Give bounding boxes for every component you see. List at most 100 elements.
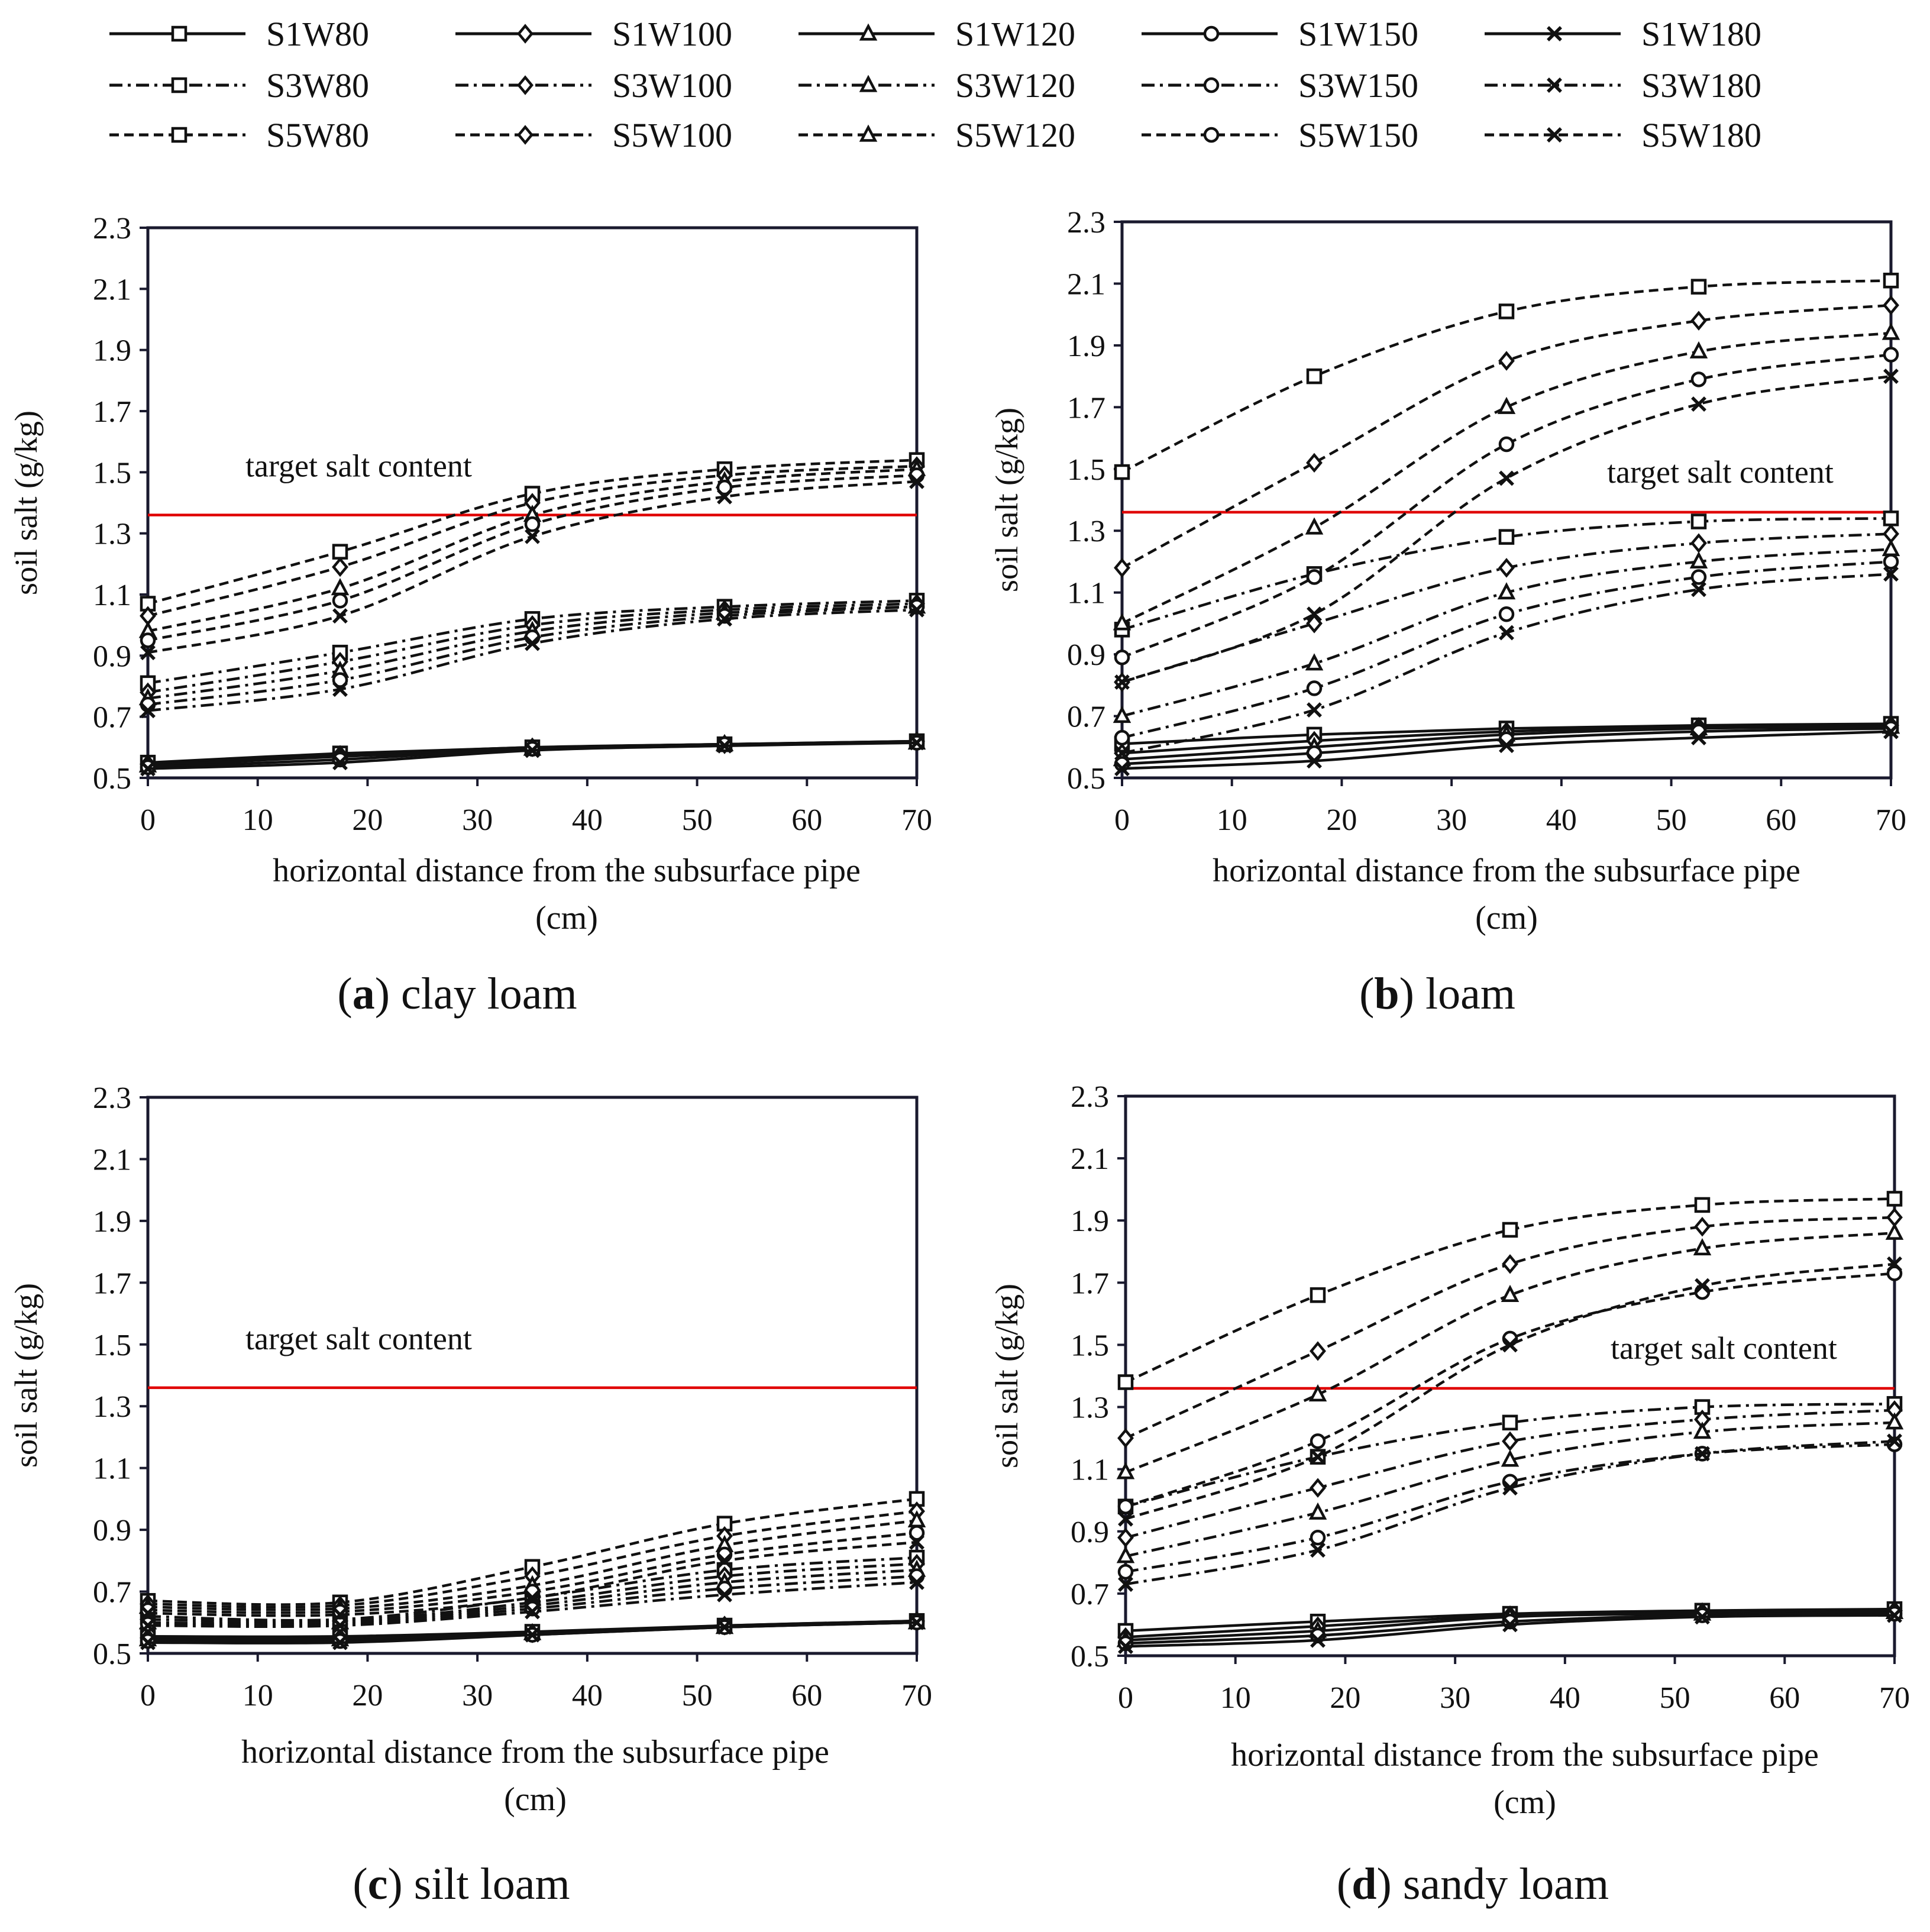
data-point-square-icon [1690,513,1707,529]
data-point-circle-icon [140,632,156,648]
y-tick-label: 1.1 [93,579,131,612]
data-point-cross-icon [1118,1511,1133,1527]
series-S5W180 [1118,1256,1902,1527]
series-S5W80 [1117,1191,1903,1390]
legend-item: S5W100 [455,116,732,154]
x-tick-label: 60 [791,803,822,837]
data-point-cross-icon [332,1607,348,1623]
data-point-cross-icon [909,1574,924,1590]
series-line [1125,1443,1895,1574]
series-S3W180 [140,602,924,719]
data-point-circle-icon [1883,554,1899,570]
legend-marker-diamond-icon [517,75,534,95]
legend-marker-triangle-icon [859,75,878,92]
data-point-cross-icon [717,1587,732,1603]
y-tick-label: 2.3 [93,1081,131,1115]
y-tick-label: 0.7 [1071,1578,1109,1611]
legend-label: S1W80 [266,15,369,53]
data-point-cross-icon [1307,753,1322,769]
y-tick-label: 1.7 [93,395,131,429]
data-point-triangle-icon [1305,653,1324,671]
series-S3W180 [1118,1433,1902,1592]
data-point-cross-icon [1695,1446,1710,1462]
plot-area [146,226,919,780]
series-S5W180 [1114,369,1899,690]
data-point-cross-icon [1887,1607,1902,1623]
x-tick-label: 30 [462,803,493,837]
y-tick-label: 1.5 [93,1329,131,1362]
series-S5W150 [1114,347,1899,665]
y-tick-label: 2.3 [1067,206,1105,240]
data-point-cross-icon [1695,1609,1710,1625]
data-point-diamond-icon [1694,1217,1711,1237]
legend-label: S1W120 [955,15,1075,53]
data-point-cross-icon [1883,369,1899,385]
panel-caption-text: clay loam [401,969,577,1019]
legend-label: S3W80 [266,66,369,105]
series-line [147,605,917,706]
data-point-diamond-icon [1498,351,1515,371]
x-tick-label: 10 [1217,803,1247,837]
legend-item: S5W150 [1142,116,1418,154]
data-point-cross-icon [1502,1617,1518,1633]
data-point-triangle-icon [1305,517,1324,535]
data-point-square-icon [1502,1222,1518,1238]
series-line [147,605,917,700]
y-axis-label: soil salt (g/kg) [989,408,1024,592]
y-tick-label: 1.1 [1071,1453,1109,1487]
x-axis-label: horizontal distance from the subsurface … [273,852,861,889]
x-tick-label: 20 [1326,803,1357,837]
data-point-diamond-icon [1306,613,1323,634]
data-point-circle-icon [1883,347,1899,363]
data-point-cross-icon [1499,738,1514,754]
legend-label: S5W100 [612,116,732,154]
data-point-circle-icon [1498,606,1515,622]
y-tick-label: 2.3 [1071,1080,1109,1114]
legend-marker-triangle-icon [859,124,878,142]
x-tick-label: 40 [572,1679,603,1713]
data-point-square-icon [1883,511,1899,526]
x-tick-label: 20 [352,803,383,837]
y-tick-label: 1.3 [93,1390,131,1424]
data-point-diamond-icon [1117,1527,1134,1548]
y-tick-label: 0.7 [1067,700,1105,734]
legend-item: S5W120 [798,116,1075,154]
data-point-cross-icon [140,1634,156,1650]
data-point-triangle-icon [1113,613,1132,631]
x-tick-label: 40 [572,803,603,837]
x-tick-label: 20 [1330,1681,1360,1715]
series-S5W120 [1116,1222,1904,1479]
data-point-cross-icon [717,1619,732,1635]
target-salt-label: target salt content [245,448,472,484]
x-tick-label: 0 [1114,803,1130,837]
data-point-cross-icon [525,1604,540,1620]
data-point-square-icon [1883,272,1899,289]
series-line [1125,1440,1895,1586]
x-axis-unit-label: (cm) [504,1781,567,1818]
x-tick-label: 50 [1656,803,1687,837]
y-tick-label: 1.7 [93,1267,131,1300]
target-salt-label: target salt content [245,1321,472,1356]
data-point-square-icon [1306,368,1323,385]
data-point-circle-icon [1117,1498,1134,1514]
y-tick-label: 0.9 [93,1514,131,1547]
data-point-triangle-icon [1501,1284,1520,1302]
x-axis-unit-label: (cm) [535,900,598,936]
legend-marker-diamond-icon [517,125,534,145]
legend-marker-square-icon [171,77,187,93]
data-point-square-icon [1498,529,1515,545]
series-line [147,602,917,694]
data-point-circle-icon [1310,1433,1326,1449]
data-point-triangle-icon [1308,1384,1327,1402]
series-S5W180 [140,1534,924,1623]
y-tick-label: 1.1 [1067,577,1105,610]
y-axis-label: soil salt (g/kg) [989,1284,1024,1468]
target-salt-label: target salt content [1611,1330,1837,1366]
legend-item: S1W80 [109,15,369,53]
data-point-triangle-icon [1116,1546,1135,1563]
data-point-triangle-icon [331,578,350,596]
target-salt-label: target salt content [1607,454,1834,490]
data-point-cross-icon [1499,625,1514,641]
series-S3W100 [1117,1400,1903,1548]
legend-label: S3W120 [955,66,1075,105]
